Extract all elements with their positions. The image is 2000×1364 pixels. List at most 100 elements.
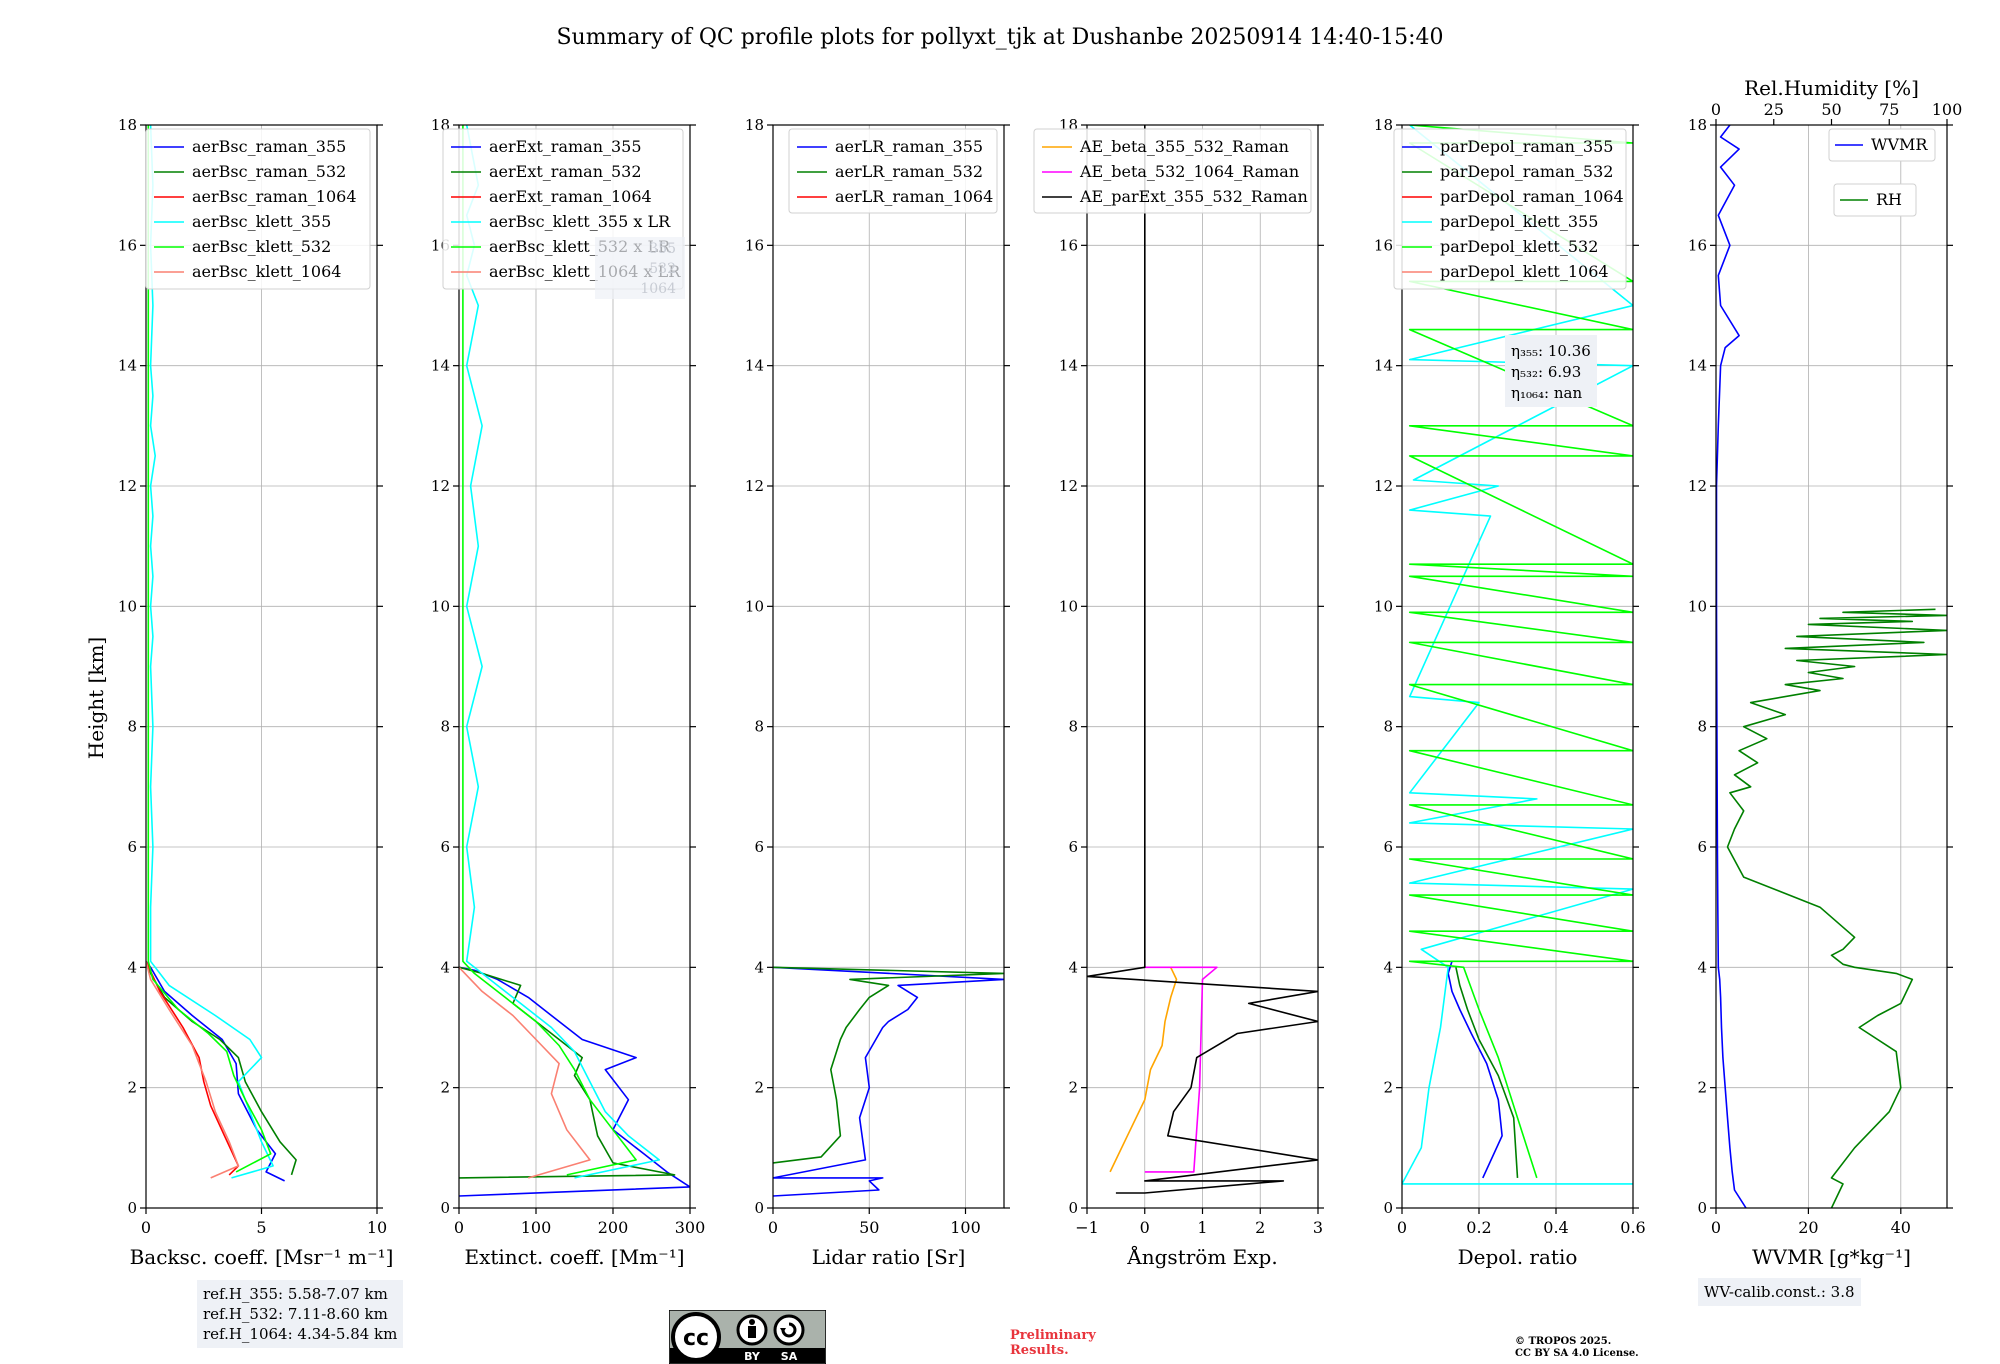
y-tick-label: 0 [440,1199,450,1217]
by-label: BY [744,1350,761,1363]
series-group [1716,125,1947,1208]
series-line-parDepol_raman_355 [1447,961,1503,1179]
y-tick-label: 4 [440,958,450,976]
y-tick-label: 12 [1688,477,1707,495]
series-line-aerExt_raman_355 [459,966,690,1197]
series-line-WVMR [1716,125,1747,1208]
series-line-aerBsc_klett_532 x LR [462,125,637,1176]
x-tick-label: 50 [859,1218,879,1237]
y-tick-label: 6 [1068,838,1078,856]
series-line-AE_beta_355_532_Raman [1109,966,1178,1173]
x-axis-label: Backsc. coeff. [Msr⁻¹ m⁻¹] [130,1245,394,1269]
y-tick-label: 18 [1374,116,1393,134]
y-tick-label: 16 [745,236,764,254]
y-tick-label: 16 [1688,236,1707,254]
legend-box [1828,128,1936,162]
series-line-AE_parExt_355_532_Raman [1087,125,1318,1194]
y-tick-label: 14 [745,357,764,375]
sa-icon [773,1314,805,1346]
legend-label: parDepol_klett_532 [1440,237,1598,256]
cc-logo-text: cc [683,1326,709,1351]
legend-box [788,128,998,214]
legend-label: aerBsc_klett_532 [192,237,331,256]
y-tick-label: 10 [431,597,450,615]
y-tick-label: 18 [745,116,764,134]
y-tick-label: 6 [1383,838,1393,856]
x-tick-label: 1 [1197,1218,1207,1237]
axes-frame [458,124,691,1209]
axes-frame [1715,124,1948,1209]
y-tick-label: 18 [118,116,137,134]
y-axis-label: Height [km] [84,637,108,759]
y-tick-label: 6 [127,838,137,856]
preliminary-line-1: Preliminary [1010,1328,1096,1343]
y-tick-label: 14 [431,357,450,375]
y-tick-label: 2 [440,1079,450,1097]
y-tick-label: 8 [1383,718,1393,736]
preliminary-line-2: Results. [1010,1343,1069,1358]
y-tick-label: 12 [118,477,137,495]
ref-height-355: ref.H_355: 5.58-7.07 km [203,1285,388,1303]
x-axis-label: WVMR [g*kg⁻¹] [1752,1245,1911,1269]
y-tick-label: 0 [1697,1199,1707,1217]
x-axis-label: Ångström Exp. [1126,1244,1277,1269]
copyright-note: © TROPOS 2025. CC BY SA 4.0 License. [1515,1336,1639,1360]
y-tick-label: 16 [1374,236,1393,254]
legend-label: RH [1876,190,1902,209]
y-tick-label: 2 [1383,1079,1393,1097]
series-line-aerBsc_klett_1064 x LR [459,966,591,1179]
legend-box [1833,183,1917,217]
x2-tick-label: 0 [1711,100,1721,119]
legend-label: aerBsc_klett_1064 [192,262,341,281]
ref-heights-box: ref.H_355: 5.58-7.07 km ref.H_532: 7.11-… [197,1280,404,1348]
legend-label: WVMR [1871,135,1928,154]
legend-box [1033,128,1312,214]
y-tick-label: 6 [1697,838,1707,856]
series-line-aerBsc_klett_532 [147,125,272,1173]
figure-title: Summary of QC profile plots for pollyxt_… [556,25,1443,50]
legend-label: AE_beta_355_532_Raman [1079,137,1289,156]
y-tick-label: 8 [127,718,137,736]
y-tick-label: 4 [1068,958,1078,976]
wv-calib-const: WV-calib.const.: 3.8 [1704,1283,1855,1301]
legend-label: aerExt_raman_355 [489,137,642,156]
y-tick-label: 14 [1059,357,1078,375]
y-tick-label: 8 [440,718,450,736]
axes-frame [772,124,1005,1209]
sa-label: SA [781,1350,798,1363]
legend-label: AE_beta_532_1064_Raman [1079,162,1299,181]
series-group [146,125,297,1182]
y-tick-label: 12 [1059,477,1078,495]
y-tick-label: 2 [1068,1079,1078,1097]
eta-value: η₅₃₂: 6.93 [1511,363,1581,381]
x-tick-label: 0.4 [1543,1218,1568,1237]
series-line-aerLR_raman_355 [773,966,1004,1197]
y-tick-label: 16 [118,236,137,254]
y-tick-label: 10 [1688,597,1707,615]
series-group [1087,125,1318,1194]
y-tick-label: 2 [127,1079,137,1097]
x-tick-label: 200 [598,1218,629,1237]
ref-height-532: ref.H_532: 7.11-8.60 km [203,1305,388,1323]
x-tick-label: −1 [1075,1218,1099,1237]
wavelength-label: 532 [649,261,676,277]
y-tick-label: 16 [1059,236,1078,254]
x-tick-label: 40 [1891,1218,1911,1237]
y-tick-label: 12 [745,477,764,495]
preliminary-note: Preliminary Results. [1010,1328,1096,1358]
x-tick-label: 0.2 [1466,1218,1491,1237]
y-tick-label: 14 [1688,357,1707,375]
by-icon [736,1314,768,1346]
series-line-RH [1726,608,1947,1208]
x-tick-label: 0 [1140,1218,1150,1237]
series-line-aerLR_raman_532 [773,966,1004,1164]
x-tick-label: 300 [675,1218,706,1237]
y-tick-label: 0 [127,1199,137,1217]
legend-label: parDepol_klett_1064 [1440,262,1609,281]
y-tick-label: 8 [1068,718,1078,736]
y-tick-label: 4 [127,958,137,976]
y-tick-label: 8 [1697,718,1707,736]
x-tick-label: 5 [256,1218,266,1237]
axes-frame [1401,124,1634,1209]
